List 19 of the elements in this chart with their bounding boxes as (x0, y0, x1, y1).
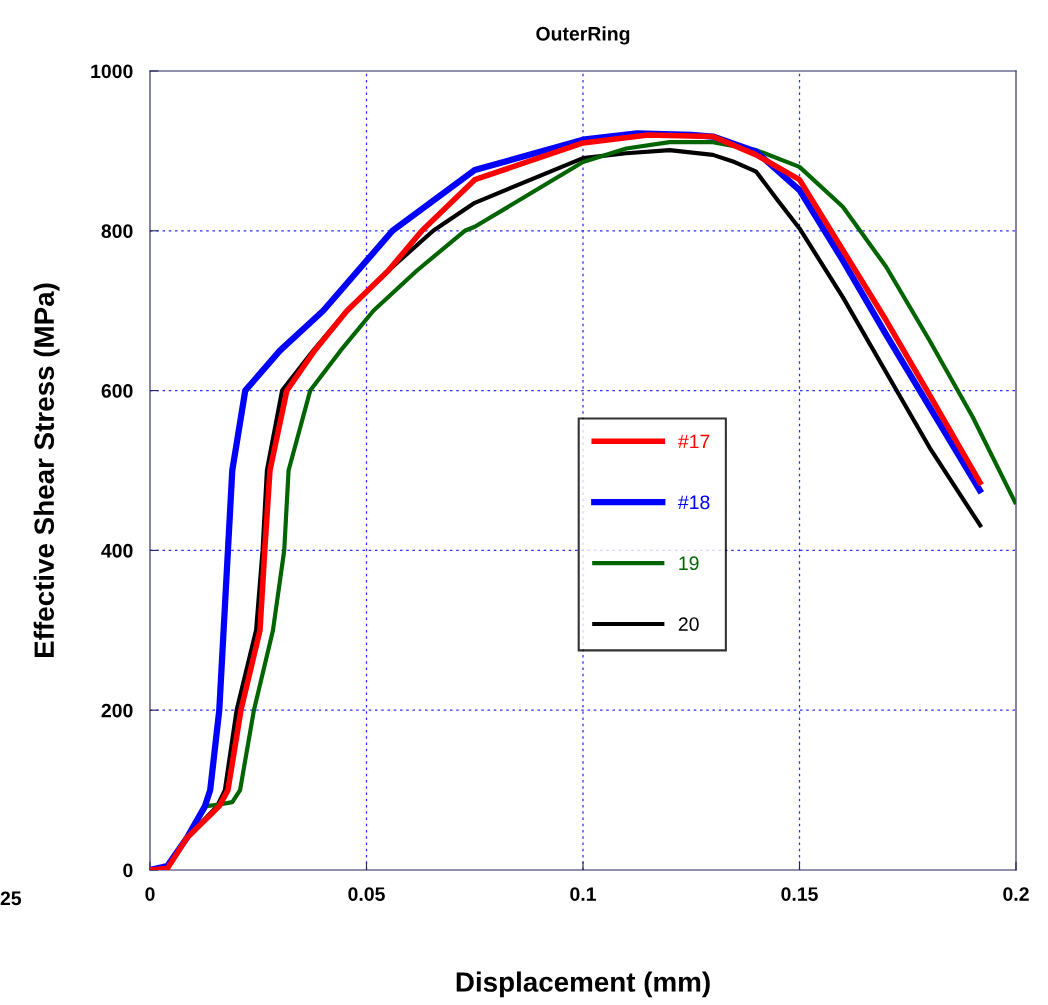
y-axis-title: Effective Shear Stress (MPa) (33, 283, 60, 657)
y-tick-label: 400 (101, 543, 133, 558)
x-tick-label: 0.05 (348, 887, 385, 901)
y-tick-label: 800 (101, 224, 133, 239)
y-tick-label: 1000 (91, 64, 133, 79)
text: 25 (0, 891, 22, 906)
y-tick-label: 200 (101, 703, 133, 718)
x-tick-label: 0.1 (570, 887, 596, 901)
legend-label: #18 (677, 495, 710, 510)
legend-label: #17 (677, 434, 710, 449)
x-axis-title: Displacement (mm) (456, 971, 710, 998)
chart-title: OuterRing (536, 26, 630, 45)
x-tick-label: 0 (145, 887, 155, 901)
y-tick-label: 600 (101, 384, 133, 398)
x-tick-label: 0.15 (781, 887, 818, 901)
legend-label: 20 (678, 617, 699, 631)
legend-label: 19 (679, 556, 699, 571)
y-tick-label: 0 (123, 863, 133, 878)
x-tick-label: 0.2 (1003, 887, 1029, 901)
